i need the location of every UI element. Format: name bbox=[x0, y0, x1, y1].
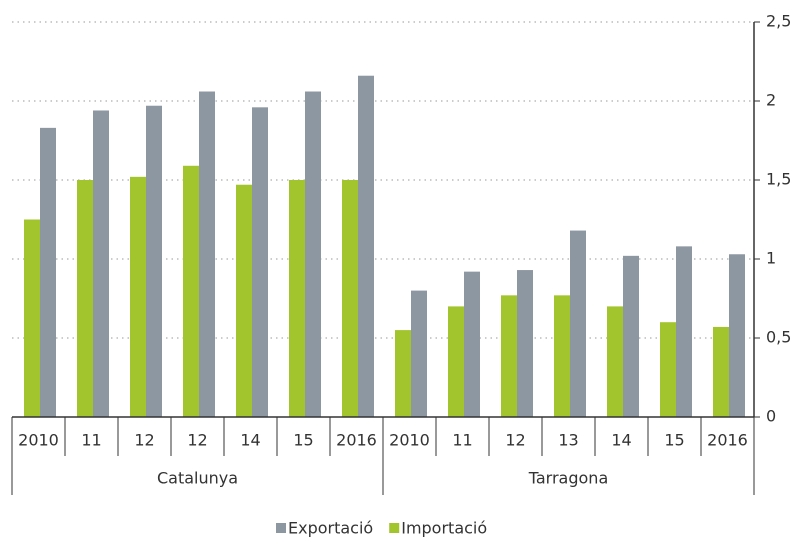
x-tick-label: 11 bbox=[81, 431, 101, 450]
bar bbox=[342, 180, 358, 417]
bar bbox=[252, 107, 268, 417]
y-tick-label: 0,5 bbox=[766, 328, 791, 347]
group-label: Tarragona bbox=[528, 469, 609, 488]
bar bbox=[358, 75, 374, 417]
legend-swatch bbox=[276, 523, 286, 533]
bar bbox=[713, 326, 729, 417]
bar bbox=[660, 322, 676, 417]
bar bbox=[554, 295, 570, 417]
bar bbox=[464, 271, 480, 417]
x-tick-label: 14 bbox=[240, 431, 260, 450]
y-tick-label: 1 bbox=[766, 249, 776, 268]
y-tick-label: 2,5 bbox=[766, 12, 791, 31]
bar bbox=[40, 127, 56, 418]
bar bbox=[183, 165, 199, 417]
bar bbox=[676, 246, 692, 417]
y-tick-label: 1,5 bbox=[766, 170, 791, 189]
x-tick-label: 14 bbox=[611, 431, 631, 450]
x-tick-label: 2010 bbox=[18, 431, 59, 450]
bar bbox=[305, 91, 321, 418]
bar bbox=[199, 91, 215, 418]
bar bbox=[93, 110, 109, 417]
legend-label: Importació bbox=[401, 519, 487, 538]
x-tick-label: 11 bbox=[452, 431, 472, 450]
bar bbox=[623, 255, 639, 417]
x-tick-label: 12 bbox=[134, 431, 154, 450]
x-tick-label: 12 bbox=[505, 431, 525, 450]
legend-swatch bbox=[389, 523, 400, 533]
group-label: Catalunya bbox=[157, 469, 238, 488]
bar bbox=[289, 180, 305, 417]
bar bbox=[501, 295, 517, 417]
bar bbox=[395, 330, 411, 417]
x-tick-label: 2010 bbox=[389, 431, 430, 450]
x-tick-label: 2016 bbox=[336, 431, 377, 450]
bar bbox=[729, 254, 745, 417]
bar bbox=[448, 306, 464, 417]
x-tick-label: 15 bbox=[664, 431, 684, 450]
x-tick-label: 2016 bbox=[707, 431, 748, 450]
x-tick-label: 12 bbox=[187, 431, 207, 450]
bar bbox=[517, 270, 533, 417]
bar bbox=[146, 105, 162, 418]
bar bbox=[411, 290, 427, 417]
bar bbox=[77, 180, 93, 417]
bar bbox=[24, 219, 40, 417]
bar bbox=[570, 230, 586, 417]
bar bbox=[236, 184, 252, 417]
x-tick-label: 13 bbox=[558, 431, 578, 450]
y-tick-label: 2 bbox=[766, 91, 776, 110]
y-tick-label: 0 bbox=[766, 407, 776, 426]
x-tick-label: 15 bbox=[293, 431, 313, 450]
legend-label: Exportació bbox=[288, 519, 373, 538]
bar bbox=[130, 176, 146, 417]
bar bbox=[607, 306, 623, 417]
